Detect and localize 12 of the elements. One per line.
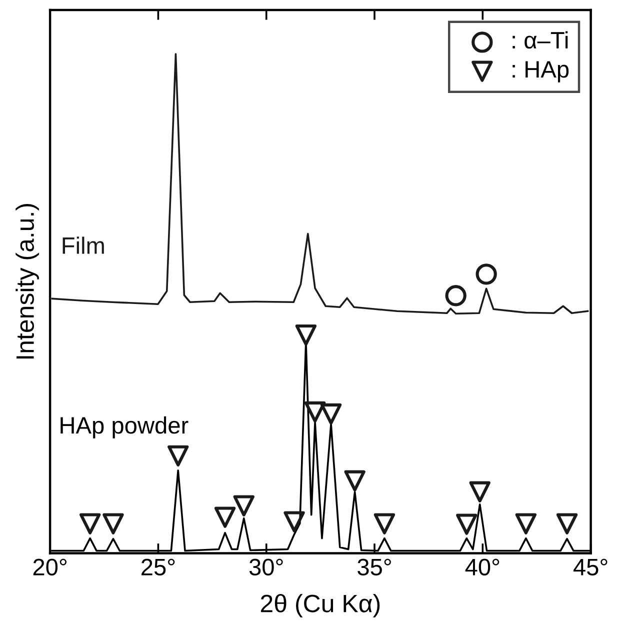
x-tick-label: 20° (33, 558, 66, 576)
series-label: HAp powder (60, 416, 188, 438)
x-tick-label: 45° (574, 558, 608, 576)
y-axis-title: Intensity (a.u.) (16, 204, 39, 359)
x-tick-label: 35° (358, 558, 391, 576)
legend-label: : α–Ti (512, 31, 568, 49)
legend-label: : HAp (512, 61, 569, 82)
x-tick-label: 40° (465, 558, 500, 576)
x-tick-label: 25° (142, 558, 175, 576)
x-tick-label: 30° (249, 558, 283, 576)
series-label: Film (62, 236, 104, 254)
x-axis-title: 2θ (Cu Kα) (260, 594, 380, 618)
